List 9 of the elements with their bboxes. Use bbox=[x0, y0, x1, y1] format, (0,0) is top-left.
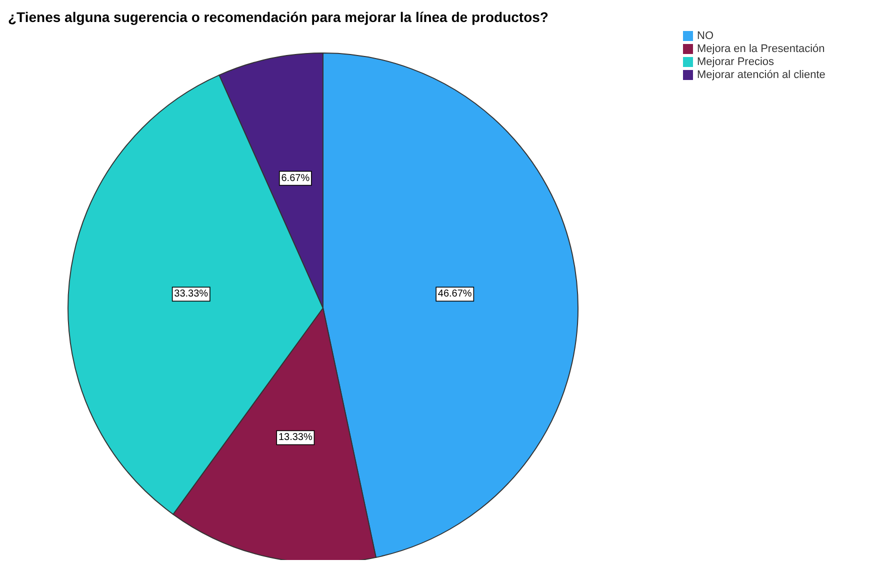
data-label: 46.67% bbox=[438, 288, 472, 300]
data-label: 13.33% bbox=[278, 432, 312, 444]
data-label: 33.33% bbox=[174, 288, 208, 300]
legend-label: NO bbox=[697, 30, 714, 42]
legend-label: Mejora en la Presentación bbox=[697, 43, 825, 55]
data-label: 6.67% bbox=[281, 172, 310, 184]
legend-label: Mejorar atención al cliente bbox=[697, 69, 826, 81]
chart-title: ¿Tienes alguna sugerencia o recomendación para mejorar la línea de productos? bbox=[8, 8, 550, 27]
legend-label: Mejorar Precios bbox=[697, 56, 774, 68]
